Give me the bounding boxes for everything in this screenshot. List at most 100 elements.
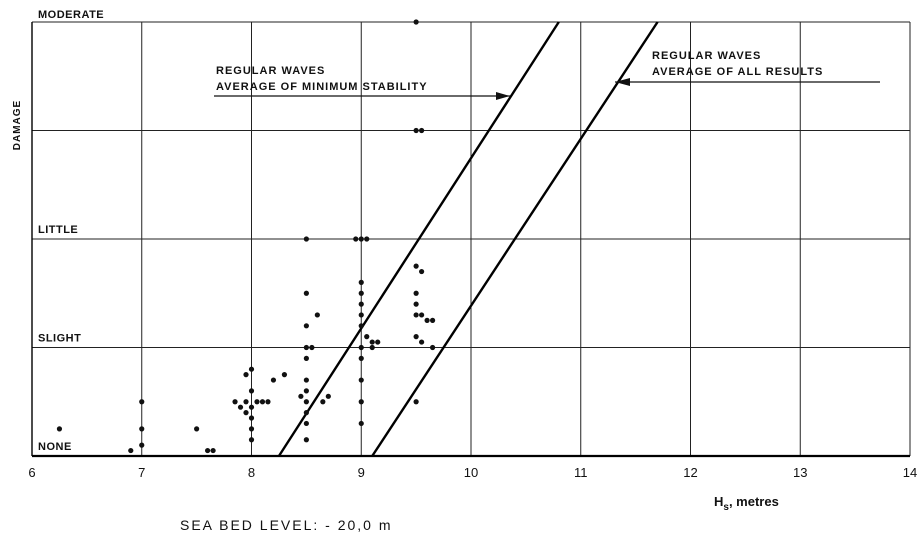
- annotation-all-line1: REGULAR WAVES: [652, 50, 761, 62]
- x-tick-7: 7: [138, 465, 145, 480]
- data-points: [56, 19, 436, 454]
- data-point-15: [248, 404, 255, 410]
- damage-level-moderate: MODERATE: [38, 9, 104, 21]
- data-point-8: [232, 399, 238, 405]
- annotation-minimum-stability: REGULAR WAVES AVERAGE OF MINIMUM STABILI…: [214, 65, 510, 100]
- data-point-38: [320, 399, 326, 405]
- data-point-51: [358, 399, 364, 405]
- data-point-46: [358, 312, 364, 318]
- footnote-sea-bed-level: SEA BED LEVEL: - 20,0 m: [180, 517, 393, 533]
- data-point-68: [419, 339, 425, 345]
- x-tick-11: 11: [574, 465, 588, 480]
- data-point-21: [265, 399, 271, 405]
- annotation-all-line2: AVERAGE OF ALL RESULTS: [652, 66, 823, 78]
- data-point-28: [303, 344, 309, 351]
- data-point-13: [248, 366, 255, 372]
- data-point-58: [413, 127, 419, 134]
- data-point-34: [303, 420, 309, 427]
- data-point-4: [139, 399, 145, 405]
- data-point-37: [314, 312, 320, 318]
- data-point-18: [248, 437, 255, 443]
- data-point-52: [358, 420, 364, 427]
- data-point-25: [303, 236, 309, 242]
- data-point-65: [419, 312, 425, 318]
- data-point-35: [303, 437, 309, 443]
- data-point-27: [303, 323, 309, 329]
- data-point-33: [303, 410, 309, 416]
- data-point-48: [358, 344, 364, 351]
- data-point-63: [413, 301, 419, 307]
- data-point-44: [358, 290, 364, 296]
- data-point-19: [254, 399, 260, 405]
- data-point-11: [243, 410, 249, 416]
- data-point-31: [303, 388, 309, 394]
- damage-level-slight: SLIGHT: [38, 333, 81, 345]
- data-point-12: [243, 399, 249, 405]
- data-point-16: [248, 415, 255, 421]
- data-point-70: [429, 317, 436, 323]
- data-point-26: [303, 290, 309, 296]
- data-point-62: [413, 290, 419, 296]
- data-point-2: [139, 442, 145, 448]
- data-point-49: [358, 355, 364, 361]
- data-point-60: [413, 263, 419, 269]
- x-tick-labels: 6 7 8 9 10 11 12 13 14: [28, 465, 917, 480]
- data-point-45: [358, 301, 364, 307]
- annotation-all-results: REGULAR WAVES AVERAGE OF ALL RESULTS: [615, 50, 880, 86]
- annotation-min-arrow: [496, 92, 510, 100]
- data-point-40: [353, 236, 359, 242]
- damage-level-little: LITTLE: [38, 224, 78, 236]
- y-axis-label: DAMAGE: [12, 100, 23, 150]
- data-point-59: [419, 127, 425, 134]
- x-tick-10: 10: [464, 465, 478, 480]
- damage-level-none: NONE: [38, 441, 72, 453]
- data-point-17: [248, 426, 255, 432]
- data-point-55: [369, 344, 375, 351]
- data-point-42: [364, 236, 370, 242]
- data-point-39: [325, 393, 331, 399]
- annotation-min-line1: REGULAR WAVES: [216, 65, 325, 77]
- data-point-20: [259, 399, 266, 405]
- x-axis-label: Hs, metres: [714, 494, 779, 513]
- data-point-66: [424, 317, 430, 323]
- data-point-1: [128, 447, 134, 454]
- x-tick-12: 12: [683, 465, 697, 480]
- series-line-0: [277, 21, 560, 457]
- data-point-0: [56, 426, 63, 432]
- x-tick-8: 8: [248, 465, 255, 480]
- data-point-69: [429, 344, 436, 351]
- data-point-9: [237, 404, 244, 410]
- data-point-29: [303, 355, 309, 361]
- data-point-47: [358, 323, 364, 329]
- data-point-61: [419, 268, 425, 275]
- data-point-57: [413, 19, 419, 25]
- data-point-54: [369, 339, 375, 345]
- data-point-23: [281, 372, 288, 378]
- data-point-64: [413, 312, 419, 318]
- data-point-3: [139, 426, 145, 432]
- data-point-22: [270, 377, 277, 383]
- x-tick-13: 13: [793, 465, 807, 480]
- series-lines: [277, 21, 659, 457]
- data-point-67: [413, 334, 419, 340]
- data-point-43: [358, 279, 364, 285]
- x-tick-9: 9: [358, 465, 365, 480]
- data-point-6: [205, 447, 211, 454]
- data-point-71: [413, 399, 419, 405]
- data-point-5: [194, 426, 200, 432]
- x-tick-6: 6: [28, 465, 35, 480]
- data-point-32: [303, 399, 309, 405]
- damage-level-labels: NONE SLIGHT LITTLE MODERATE: [38, 9, 104, 453]
- data-point-14: [248, 388, 255, 394]
- grid: [31, 21, 911, 457]
- data-point-50: [358, 377, 364, 383]
- data-point-30: [303, 377, 309, 383]
- data-point-53: [364, 334, 370, 340]
- annotation-all-arrow: [615, 78, 630, 86]
- data-point-10: [243, 372, 249, 378]
- data-point-36: [309, 344, 315, 351]
- data-point-24: [298, 393, 304, 399]
- data-point-41: [358, 236, 364, 242]
- series-line-1: [371, 21, 659, 457]
